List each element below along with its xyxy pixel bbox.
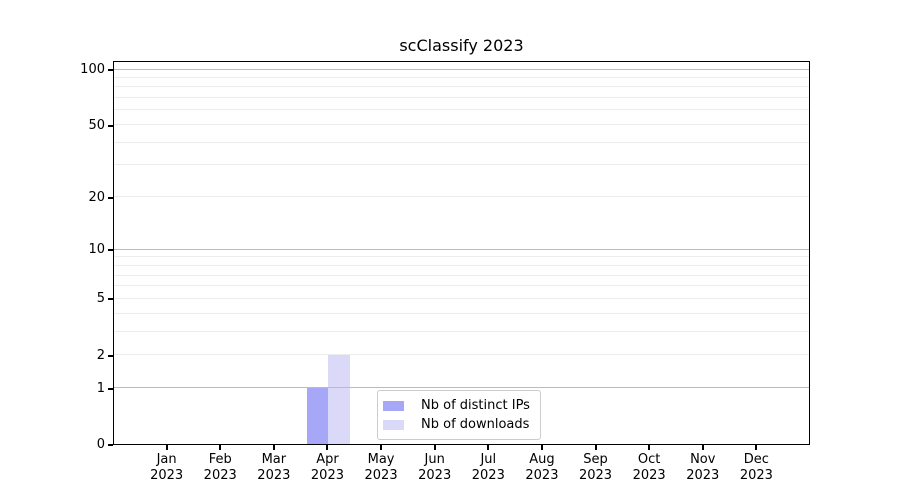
x-tick-label-aug: Aug 2023 — [502, 452, 582, 484]
x-tick-year: 2023 — [364, 468, 398, 483]
y-tick-mark-50 — [108, 124, 113, 127]
x-tick-year: 2023 — [471, 468, 505, 483]
x-tick-mark-may — [380, 445, 383, 450]
x-tick-year: 2023 — [418, 468, 452, 483]
plot-area: Nb of distinct IPs Nb of downloads — [113, 61, 810, 445]
x-tick-mark-dec — [755, 445, 758, 450]
legend-label-downloads: Nb of downloads — [421, 417, 530, 432]
legend-item-downloads: Nb of downloads — [383, 415, 533, 434]
y-tick-mark-0 — [108, 444, 113, 446]
gridline-4 — [114, 312, 809, 314]
gridline-90 — [114, 76, 809, 78]
x-tick-mark-apr — [326, 445, 329, 450]
x-tick-month: Sep — [583, 452, 608, 467]
x-tick-month: Mar — [261, 452, 287, 467]
x-tick-year: 2023 — [739, 468, 773, 483]
gridline-40 — [114, 141, 809, 143]
x-tick-year: 2023 — [310, 468, 344, 483]
x-tick-label-jul: Jul 2023 — [448, 452, 528, 484]
gridline-7 — [114, 274, 809, 276]
x-tick-label-oct: Oct 2023 — [609, 452, 689, 484]
gridline-1 — [114, 387, 809, 389]
y-tick-mark-20 — [108, 196, 113, 199]
x-tick-mark-oct — [648, 445, 651, 450]
x-tick-mark-nov — [701, 445, 704, 450]
x-tick-label-jun: Jun 2023 — [395, 452, 475, 484]
x-tick-mark-aug — [540, 445, 543, 450]
x-tick-label-dec: Dec 2023 — [716, 452, 796, 484]
x-tick-mark-jun — [433, 445, 436, 450]
legend-swatch-downloads — [383, 419, 404, 430]
x-tick-year: 2023 — [632, 468, 666, 483]
x-tick-month: Nov — [690, 452, 716, 467]
gridline-100 — [114, 68, 809, 70]
gridline-80 — [114, 86, 809, 88]
x-tick-month: Apr — [316, 452, 339, 467]
x-tick-label-jan: Jan 2023 — [127, 452, 207, 484]
x-tick-mark-mar — [272, 445, 275, 450]
x-tick-label-apr: Apr 2023 — [287, 452, 367, 484]
x-tick-label-may: May 2023 — [341, 452, 421, 484]
x-tick-month: Jan — [156, 452, 177, 467]
y-tick-label-5: 5 — [96, 291, 105, 307]
legend-label-distinct-ips: Nb of distinct IPs — [421, 398, 530, 413]
legend-swatch-distinct-ips — [383, 400, 404, 411]
bar-downloads-apr — [328, 354, 350, 444]
gridline-50 — [114, 124, 809, 126]
x-tick-mark-jan — [165, 445, 168, 450]
x-tick-label-sep: Sep 2023 — [556, 452, 636, 484]
y-tick-label-1: 1 — [96, 380, 105, 396]
x-tick-mark-feb — [219, 445, 222, 450]
x-tick-month: Oct — [637, 452, 661, 467]
x-tick-year: 2023 — [578, 468, 613, 483]
y-tick-label-100: 100 — [80, 62, 105, 77]
bar-distinct-ips-apr — [307, 387, 329, 444]
y-tick-mark-100 — [108, 69, 113, 71]
y-tick-label-10: 10 — [88, 242, 105, 258]
gridline-6 — [114, 285, 809, 287]
gridline-5 — [114, 297, 809, 299]
x-tick-year: 2023 — [686, 468, 720, 483]
gridline-2 — [114, 354, 809, 356]
x-tick-year: 2023 — [203, 468, 237, 483]
x-tick-year: 2023 — [150, 468, 184, 483]
gridline-9 — [114, 256, 809, 258]
y-tick-mark-10 — [108, 249, 113, 252]
y-tick-label-0: 0 — [96, 437, 105, 452]
y-tick-label-2: 2 — [96, 347, 105, 363]
legend: Nb of distinct IPs Nb of downloads — [377, 390, 541, 440]
x-tick-mark-jul — [487, 445, 490, 450]
legend-item-distinct-ips: Nb of distinct IPs — [383, 396, 533, 415]
x-tick-month: May — [367, 452, 395, 467]
y-tick-label-50: 50 — [88, 117, 105, 133]
x-tick-label-nov: Nov 2023 — [663, 452, 743, 484]
y-tick-mark-5 — [108, 298, 113, 301]
gridline-20 — [114, 196, 809, 198]
y-tick-mark-1 — [108, 387, 113, 390]
x-tick-month: Dec — [743, 452, 769, 467]
chart-title: scClassify 2023 — [399, 36, 524, 55]
x-tick-year: 2023 — [525, 468, 559, 483]
x-tick-month: Feb — [208, 452, 232, 467]
gridline-30 — [114, 164, 809, 166]
x-tick-mark-sep — [594, 445, 597, 450]
gridline-60 — [114, 109, 809, 111]
gridline-70 — [114, 97, 809, 99]
x-tick-month: Jul — [480, 452, 497, 467]
gridline-8 — [114, 264, 809, 266]
x-tick-label-feb: Feb 2023 — [180, 452, 260, 484]
y-tick-mark-2 — [108, 354, 113, 357]
x-tick-label-mar: Mar 2023 — [234, 452, 314, 484]
x-tick-month: Aug — [529, 452, 555, 467]
gridline-3 — [114, 330, 809, 332]
x-tick-year: 2023 — [257, 468, 291, 483]
y-tick-label-20: 20 — [88, 189, 105, 205]
gridline-10 — [114, 248, 809, 250]
x-tick-month: Jun — [424, 452, 445, 467]
